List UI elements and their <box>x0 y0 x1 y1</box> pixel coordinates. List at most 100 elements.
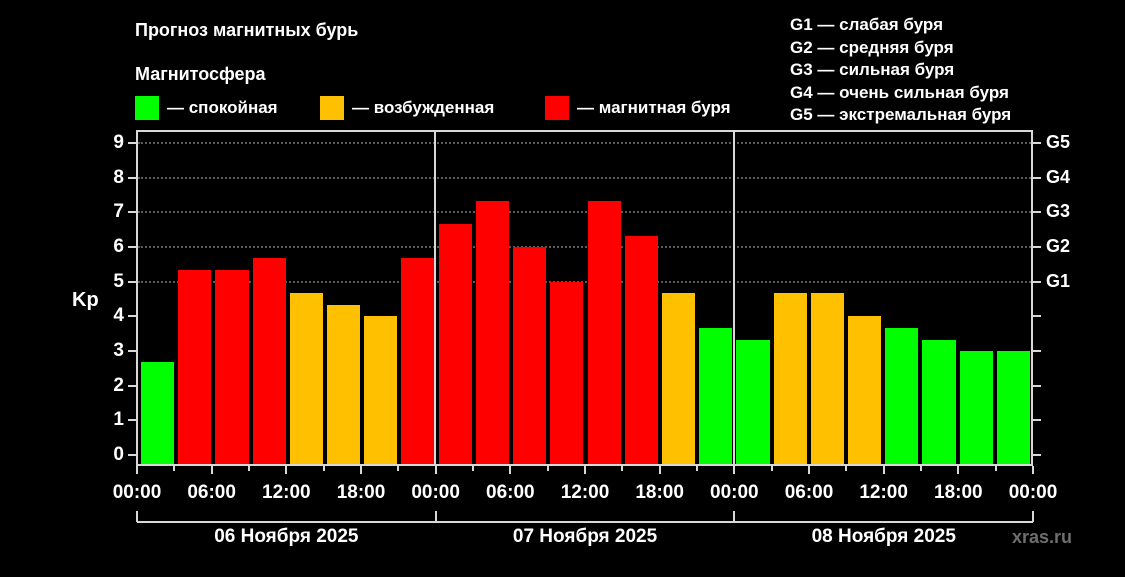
g-legend-item: G5 — экстремальная буря <box>790 105 1012 124</box>
x-tick-label: 12:00 <box>262 482 311 503</box>
y-tick-label: 4 <box>113 305 124 327</box>
y-tick-mark <box>128 246 136 248</box>
y-tick-label: 9 <box>113 132 124 153</box>
g-legend-item: G1 — слабая буря <box>790 15 944 34</box>
date-bracket-end <box>434 511 437 522</box>
right-tick-mark <box>1033 454 1041 456</box>
chart-title: Прогноз магнитных бурь <box>135 20 359 40</box>
g-level-label: G4 <box>1046 166 1071 187</box>
x-tick-label: 00:00 <box>112 482 162 503</box>
g-level-label: G2 <box>1046 236 1071 256</box>
bar-calm <box>885 327 919 465</box>
right-tick-mark <box>1033 280 1041 283</box>
bar-storm <box>178 270 212 465</box>
x-tick-minor <box>696 466 698 471</box>
x-tick-minor <box>920 466 922 471</box>
y-tick-label: 2 <box>113 374 124 396</box>
x-tick-major <box>733 466 736 474</box>
y-tick-mark <box>128 419 136 422</box>
x-tick-minor <box>248 466 250 471</box>
gridline <box>138 280 1031 283</box>
date-bracket <box>734 521 1034 523</box>
bar-active <box>289 293 324 465</box>
x-tick-minor <box>621 466 624 471</box>
y-tick-mark <box>128 315 136 318</box>
x-tick-major <box>882 466 885 474</box>
date-label: 08 Ноября 2025 <box>811 526 956 547</box>
g-legend-item: G3 — сильная буря <box>790 60 955 79</box>
plot-frame <box>136 130 1033 466</box>
legend-label-storm: — магнитная буря <box>577 98 731 117</box>
y-tick-label: 1 <box>113 409 124 431</box>
date-label: 06 Ноября 2025 <box>214 526 359 547</box>
x-tick-label: 18:00 <box>336 482 386 503</box>
x-tick-major <box>509 466 512 474</box>
x-tick-major <box>584 466 586 474</box>
legend-swatch-active <box>320 96 344 120</box>
bar-storm <box>401 258 435 465</box>
right-tick-mark <box>1033 419 1041 422</box>
x-tick-label: 00:00 <box>1008 482 1058 503</box>
x-tick-minor <box>173 466 176 471</box>
bar-storm <box>252 258 286 465</box>
y-tick-label: 8 <box>113 166 124 188</box>
bar-active <box>847 316 882 465</box>
legend-label-calm: — спокойная <box>167 98 278 117</box>
date-label: 07 Ноября 2025 <box>512 526 658 547</box>
x-tick-minor <box>845 466 848 471</box>
x-tick-label: 18:00 <box>934 482 983 503</box>
y-tick-mark <box>128 280 136 283</box>
right-tick-mark <box>1033 315 1041 318</box>
x-tick-major <box>1032 466 1034 474</box>
g-legend-item: G4 — очень сильная буря <box>790 82 1009 102</box>
x-tick-minor <box>322 466 325 471</box>
bar-active <box>773 293 807 465</box>
date-bracket <box>137 521 436 523</box>
legend-label-active: — возбужденная <box>352 98 495 117</box>
y-tick-mark <box>128 454 136 456</box>
watermark: xras.ru <box>1012 527 1073 547</box>
y-tick-label: 6 <box>113 236 124 257</box>
g-legend-item: G2 — средняя буря <box>790 37 954 57</box>
x-tick-minor <box>397 466 400 471</box>
x-tick-minor <box>994 466 997 471</box>
legend-calm: — спокойная <box>135 96 278 120</box>
bar-active <box>661 293 696 465</box>
date-bracket-end <box>136 511 138 522</box>
bar-active <box>810 293 844 465</box>
x-tick-major <box>210 466 213 474</box>
bar-storm <box>624 235 658 465</box>
x-tick-label: 12:00 <box>560 482 610 503</box>
x-tick-major <box>285 466 288 474</box>
bar-storm <box>438 223 472 465</box>
y-tick-mark <box>128 350 136 352</box>
y-axis-label: Kp <box>72 289 99 311</box>
x-tick-label: 00:00 <box>411 482 460 503</box>
g-level-label: G1 <box>1046 270 1071 291</box>
x-tick-major <box>434 466 437 474</box>
y-tick-mark <box>128 142 136 144</box>
right-tick-mark <box>1033 384 1041 387</box>
bar-storm <box>475 200 510 465</box>
bar-calm <box>922 339 956 465</box>
g-level-label: G5 <box>1046 132 1071 152</box>
gridline <box>138 176 1031 179</box>
y-tick-mark <box>128 176 136 179</box>
gridline <box>138 142 1031 144</box>
y-tick-label: 7 <box>113 201 124 223</box>
x-tick-major <box>136 466 138 474</box>
legend-storm: — магнитная буря <box>545 96 731 120</box>
x-tick-major <box>808 466 810 474</box>
day-divider <box>733 130 735 466</box>
bar-calm <box>736 339 770 465</box>
x-tick-label: 12:00 <box>859 482 908 503</box>
y-tick-mark <box>128 211 136 214</box>
bar-calm <box>996 351 1030 465</box>
g-level-label: G3 <box>1046 201 1071 222</box>
x-tick-minor <box>472 466 474 471</box>
bar-calm <box>699 327 733 465</box>
day-divider <box>434 130 436 466</box>
bar-active <box>327 304 361 465</box>
g-scale-legend: G1 — слабая буря G2 — средняя буря G3 — … <box>790 14 1011 127</box>
right-tick-mark <box>1033 246 1041 248</box>
